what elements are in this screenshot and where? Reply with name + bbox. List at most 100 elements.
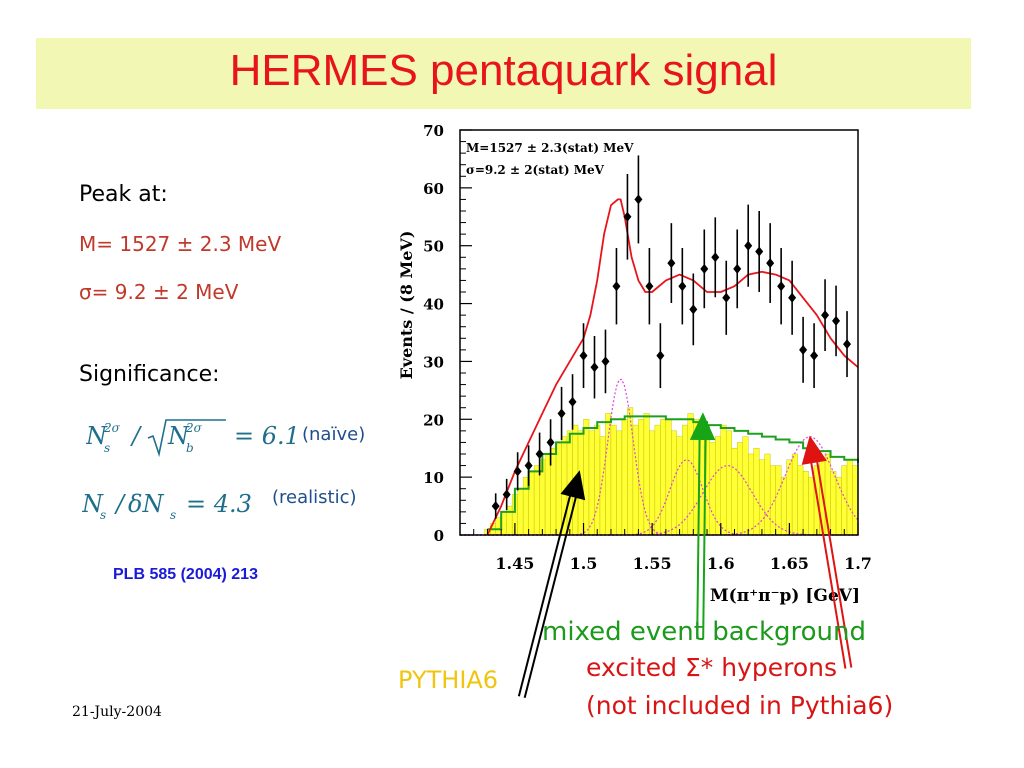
- pythia-bin: [627, 407, 634, 536]
- realistic-formula-svg: N s / δN s = 4.3: [81, 490, 252, 522]
- formula2-sub2: s: [170, 508, 176, 522]
- y-axis-ticks: 0 10 20 30 40 50 60 70: [423, 122, 472, 545]
- y-axis-label: Events / (8 MeV): [397, 231, 416, 380]
- mixed-background-line: [487, 415, 859, 531]
- data-point: [788, 260, 797, 335]
- formula-sup-b: 2σ: [185, 421, 203, 435]
- pythia-bin: [791, 453, 798, 536]
- data-point: [623, 173, 632, 260]
- pythia-bin: [621, 419, 628, 536]
- data-point: [810, 323, 819, 389]
- formula-slash: /: [130, 422, 143, 450]
- pythia-bin: [720, 424, 727, 536]
- formula2-slash: /: [114, 490, 127, 518]
- x-tick-label: 1.65: [770, 554, 809, 573]
- sigma-star-peaks: [460, 378, 859, 536]
- formula2-delta: δN: [128, 490, 164, 518]
- y-tick-label: 10: [423, 469, 444, 487]
- pythia-bin: [802, 471, 809, 536]
- slide-title: HERMES pentaquark signal: [229, 46, 778, 95]
- pythia-bin: [517, 488, 524, 536]
- pythia-bin: [753, 448, 760, 536]
- data-point: [590, 335, 599, 399]
- data-point: [634, 155, 643, 244]
- data-point: [700, 229, 709, 309]
- pythia-bin: [830, 471, 837, 536]
- formula2-ns: N: [82, 490, 104, 518]
- data-point: [755, 211, 764, 292]
- data-point: [722, 260, 731, 335]
- data-point: [733, 229, 742, 309]
- pythia-bin: [550, 448, 557, 536]
- x-tick-label: 1.6: [707, 554, 735, 573]
- data-point: [579, 323, 588, 389]
- pythia-bin: [599, 436, 606, 536]
- pythia-bin: [638, 419, 645, 536]
- x-tick-label: 1.45: [495, 554, 534, 573]
- data-point: [557, 386, 566, 441]
- formula-sub: s: [104, 441, 110, 455]
- data-point: [678, 248, 687, 325]
- pythia-bin: [506, 505, 513, 536]
- pythia-bin: [841, 465, 848, 536]
- data-points: [491, 155, 852, 519]
- pythia-bin: [665, 419, 672, 536]
- pythia-bin: [555, 442, 562, 536]
- mass-value: M= 1527 ± 2.3 MeV: [79, 232, 282, 256]
- data-point: [799, 316, 808, 383]
- x-tick-label: 1.7: [844, 554, 872, 573]
- pythia-bin: [616, 430, 623, 536]
- y-tick-label: 20: [423, 411, 444, 429]
- x-tick-label: 1.55: [633, 554, 672, 573]
- pythia-bin: [846, 459, 853, 536]
- pythia-bin: [676, 436, 683, 536]
- pythia-bin: [852, 465, 859, 536]
- data-point: [502, 478, 511, 511]
- arrow: [801, 435, 853, 669]
- annotation-sigma: σ=9.2 ± 2(stat) MeV: [466, 163, 605, 177]
- not-included-label: (not included in Pythia6): [586, 691, 894, 720]
- pythia-bin: [660, 419, 667, 536]
- sigma-value: σ= 9.2 ± 2 MeV: [79, 280, 239, 304]
- pythia-bin: [726, 430, 732, 536]
- formula2-equals: = 4.3: [186, 490, 252, 518]
- formula-equals: = 6.1: [234, 422, 300, 450]
- formula2-sub: s: [100, 508, 106, 522]
- plot-frame: [459, 129, 859, 536]
- data-point: [689, 273, 698, 346]
- data-point: [744, 204, 753, 287]
- y-tick-label: 0: [434, 527, 444, 545]
- data-point: [766, 223, 775, 303]
- pythia-bin: [605, 413, 612, 536]
- formula-ns: N: [86, 422, 108, 450]
- sqrt-sign: [147, 419, 226, 458]
- data-point: [656, 323, 665, 389]
- pythia-bin: [764, 453, 771, 536]
- naive-significance-formula: N 2σ s / N 2σ b = 6.1: [85, 414, 306, 466]
- annotation-mass: M=1527 ± 2.3(stat) MeV: [466, 141, 634, 155]
- arrow: [689, 412, 716, 640]
- pythia-bin: [737, 442, 743, 536]
- y-tick-label: 30: [423, 353, 444, 371]
- pythia-bin: [780, 476, 787, 536]
- naive-note: (naïve): [302, 424, 366, 445]
- arrow: [517, 470, 586, 698]
- realistic-significance-formula: N s / δN s = 4.3: [81, 486, 272, 532]
- pythia-bin: [748, 453, 754, 536]
- total-fit-curve: [486, 198, 859, 536]
- formula-nb: N: [167, 422, 190, 450]
- y-tick-label: 60: [423, 180, 444, 198]
- mixed-event-label: mixed event background: [542, 617, 866, 647]
- data-point: [843, 311, 852, 378]
- x-axis-ticks: 1.45 1.5 1.55 1.6 1.65 1.7: [473, 523, 872, 573]
- data-point: [568, 374, 577, 430]
- data-point: [535, 432, 544, 476]
- mixed-background-curve: [487, 415, 859, 531]
- x-axis-label: M(π⁺π⁻p) [GeV]: [710, 586, 860, 606]
- data-point: [711, 217, 720, 298]
- data-point: [821, 279, 830, 352]
- data-point: [524, 445, 533, 486]
- data-point: [612, 248, 621, 325]
- pythia-bin: [610, 424, 617, 536]
